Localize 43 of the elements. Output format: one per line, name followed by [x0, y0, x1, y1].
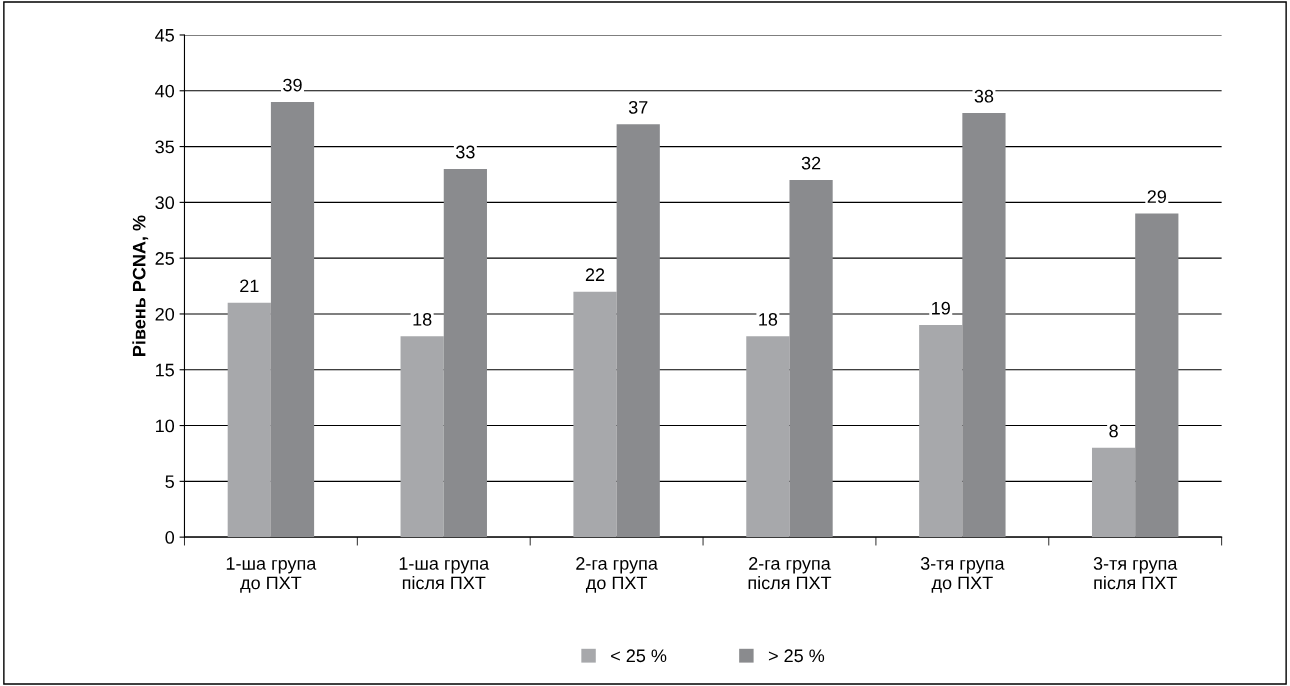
y-axis-title: Рівень PCNA, % — [132, 215, 149, 356]
y-tick-label: 20 — [155, 307, 175, 321]
x-tick-label: 3-тя група після ПХТ — [1093, 557, 1178, 590]
y-tick-label: 5 — [165, 475, 174, 489]
data-label: 33 — [456, 145, 475, 159]
y-tick-label: 10 — [156, 419, 175, 433]
bar — [616, 124, 660, 538]
y-tick-label: 35 — [155, 140, 174, 154]
data-label: 39 — [283, 78, 302, 92]
legend-label: < 25 % — [611, 649, 667, 663]
bar — [1091, 447, 1136, 538]
bar — [746, 336, 790, 538]
data-label: 8 — [1109, 424, 1118, 438]
x-tick-label: 2-га група до ПХТ — [576, 557, 658, 593]
y-tick-label: 0 — [165, 531, 175, 544]
y-tick-label: 25 — [155, 252, 174, 265]
data-label: 38 — [974, 89, 994, 103]
y-tick-label: 30 — [155, 196, 175, 210]
data-label: 32 — [801, 156, 821, 170]
bar — [443, 168, 487, 538]
bar — [919, 325, 963, 538]
data-label: 21 — [240, 279, 259, 293]
legend-label: > 25 % — [768, 649, 825, 663]
y-tick-label: 45 — [155, 29, 174, 42]
data-label: 29 — [1147, 190, 1166, 204]
bar — [400, 336, 444, 538]
y-tick-label: 40 — [155, 84, 175, 98]
data-label: 22 — [585, 268, 605, 281]
bar — [962, 113, 1006, 538]
x-tick-label: 1-ша група до ПХТ — [226, 557, 317, 593]
data-label: 19 — [932, 301, 950, 315]
data-label: 18 — [759, 312, 778, 326]
bar — [1135, 213, 1179, 538]
data-label: 37 — [628, 100, 648, 114]
y-tick-label: 15 — [156, 363, 174, 377]
data-label: 18 — [413, 312, 432, 326]
x-tick-label: 1-ша група після ПХТ — [399, 557, 490, 590]
bar — [227, 302, 271, 538]
bar — [789, 180, 833, 538]
bar — [573, 291, 617, 538]
x-tick-label: 3-тя група до ПХТ — [920, 557, 1005, 593]
x-tick-label: 2-га група після ПХТ — [748, 557, 832, 590]
bar — [270, 101, 315, 538]
